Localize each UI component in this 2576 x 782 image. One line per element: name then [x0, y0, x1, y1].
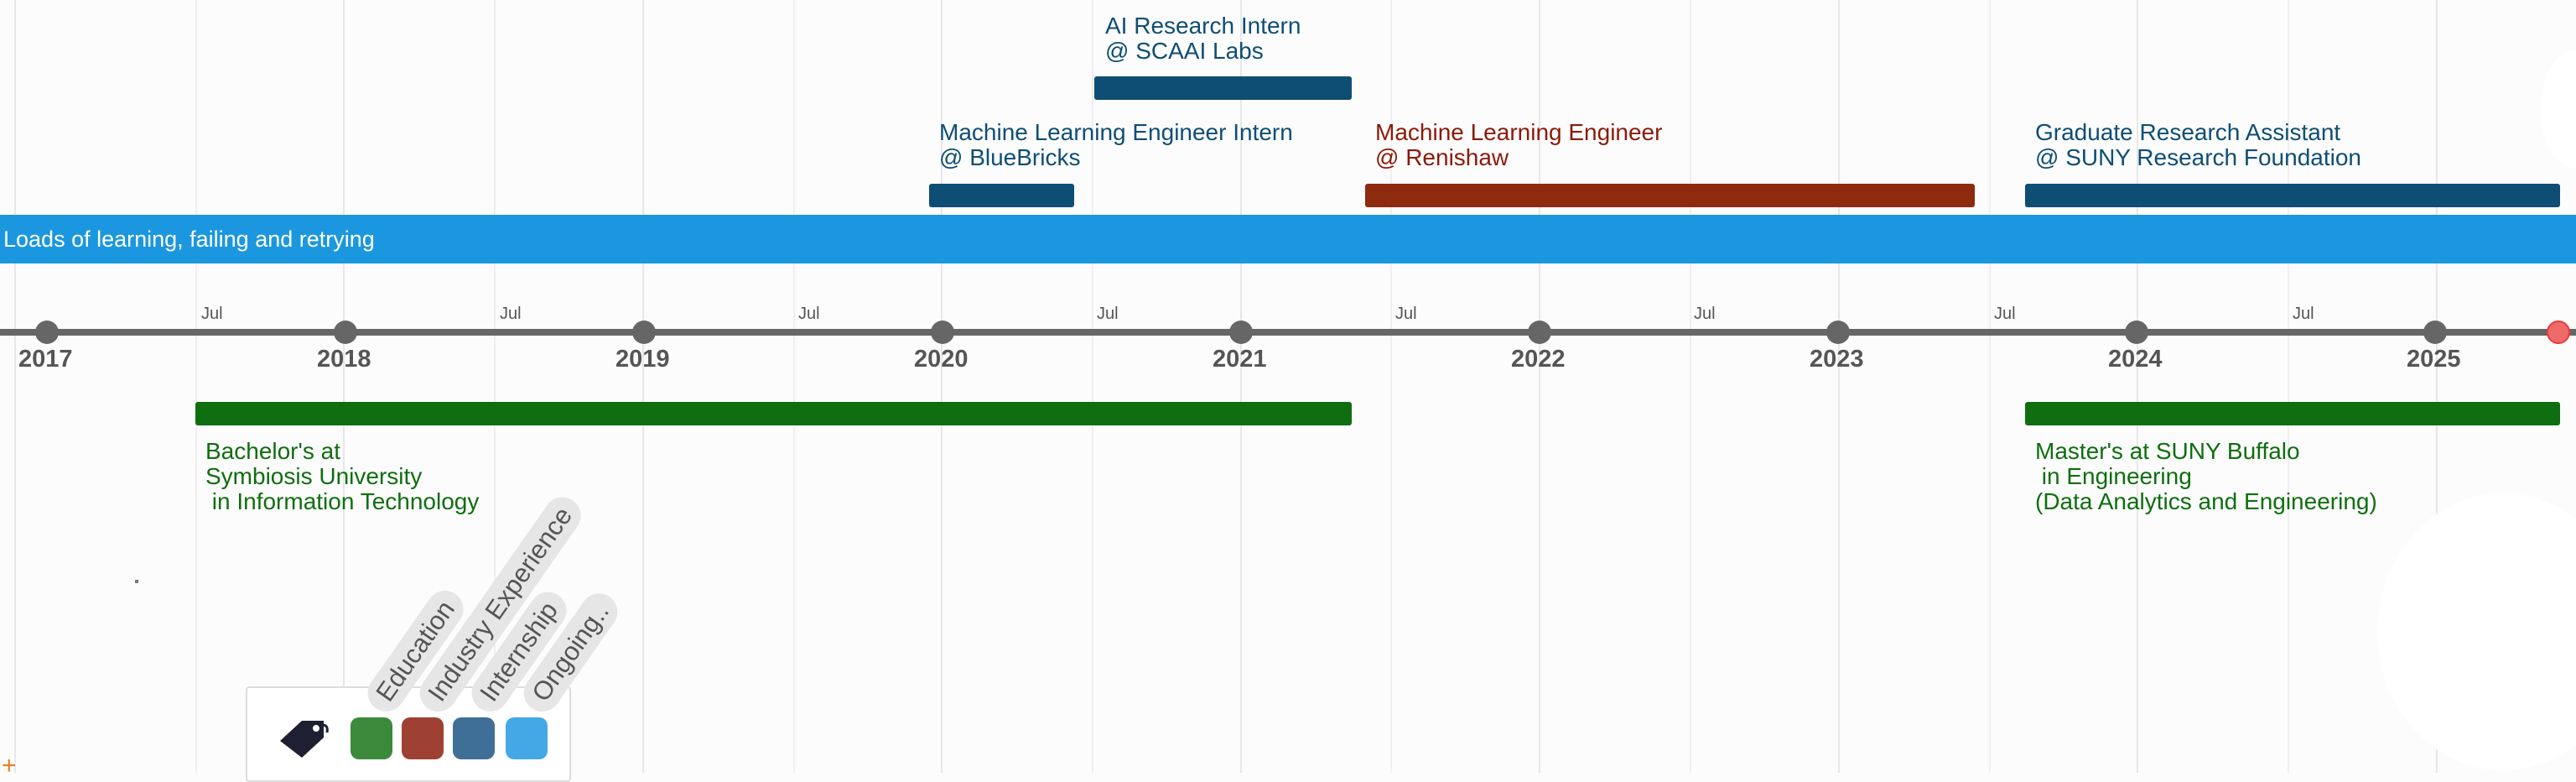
- grid-line: [2288, 0, 2289, 773]
- ml-engineer-intern-label: Machine Learning Engineer Intern @ BlueBr…: [939, 119, 1293, 170]
- grid-line: [642, 0, 644, 773]
- grid-line: [1690, 0, 1691, 773]
- tag-icon[interactable]: [277, 716, 332, 764]
- year-label: 2023: [1810, 346, 1864, 373]
- grid-line: [494, 0, 496, 773]
- grid-line: [2436, 0, 2438, 773]
- mid-year-label: Jul: [1395, 305, 1417, 323]
- grid-line: [1539, 0, 1540, 773]
- bachelors-bar[interactable]: [195, 402, 1352, 425]
- year-label: 2018: [317, 346, 371, 373]
- ml-engineer-intern-bar[interactable]: [929, 184, 1074, 207]
- year-label: 2025: [2407, 346, 2461, 373]
- add-icon[interactable]: +: [2, 752, 17, 779]
- year-marker: [931, 321, 954, 344]
- grid-line: [1838, 0, 1840, 773]
- grid-line: [1989, 0, 1991, 773]
- year-marker: [2423, 321, 2447, 344]
- legend-swatch-education[interactable]: [351, 717, 392, 759]
- year-label: 2017: [18, 346, 73, 373]
- ai-research-intern-bar[interactable]: [1094, 76, 1352, 100]
- mid-year-label: Jul: [798, 305, 820, 323]
- legend-swatch-industry-experience[interactable]: [402, 717, 444, 759]
- year-marker: [1826, 321, 1850, 344]
- mid-year-label: Jul: [201, 305, 223, 323]
- mid-year-label: Jul: [1097, 305, 1119, 323]
- stray-dot: [135, 580, 138, 583]
- year-marker: [2125, 321, 2148, 344]
- year-label: 2022: [1511, 346, 1566, 373]
- grid-line: [941, 0, 943, 773]
- mid-year-label: Jul: [1994, 305, 2016, 323]
- grid-line: [2137, 0, 2138, 773]
- year-label: 2019: [615, 346, 670, 373]
- ai-research-intern-label: AI Research Intern @ SCAAI Labs: [1105, 13, 1301, 64]
- year-marker: [1229, 321, 1253, 344]
- overlay-blob: [2377, 493, 2576, 770]
- grid-line: [14, 0, 16, 773]
- ml-engineer-bar[interactable]: [1365, 184, 1975, 207]
- year-label: 2024: [2108, 346, 2163, 373]
- year-label: 2020: [914, 346, 969, 373]
- graduate-research-assistant-label: Graduate Research Assistant @ SUNY Resear…: [2035, 119, 2361, 170]
- ongoing-banner[interactable]: Loads of learning, failing and retrying: [0, 215, 2576, 263]
- year-label: 2021: [1213, 346, 1267, 373]
- graduate-research-assistant-bar[interactable]: [2025, 184, 2560, 207]
- legend-swatch-ongoing[interactable]: [506, 717, 548, 759]
- year-marker: [632, 321, 656, 344]
- bachelors-label: Bachelor's at Symbiosis University in Inf…: [205, 438, 480, 514]
- grid-line: [1240, 0, 1242, 773]
- year-marker: [1528, 321, 1551, 344]
- grid-line: [1390, 0, 1392, 773]
- masters-label: Master's at SUNY Buffalo in Engineering(…: [2035, 438, 2377, 514]
- grid-line: [1092, 0, 1093, 773]
- grid-line: [793, 0, 795, 773]
- today-marker[interactable]: [2547, 321, 2570, 344]
- grid-line: [343, 0, 345, 773]
- legend-swatch-internship[interactable]: [453, 717, 495, 759]
- mid-year-label: Jul: [500, 305, 522, 323]
- year-marker: [334, 321, 357, 344]
- grid-line: [195, 0, 197, 773]
- mid-year-label: Jul: [1694, 305, 1716, 323]
- ml-engineer-label: Machine Learning Engineer @ Renishaw: [1375, 119, 1663, 170]
- axis-line: [0, 329, 2576, 336]
- masters-bar[interactable]: [2025, 402, 2560, 425]
- mid-year-label: Jul: [2293, 305, 2314, 323]
- year-marker: [35, 321, 59, 344]
